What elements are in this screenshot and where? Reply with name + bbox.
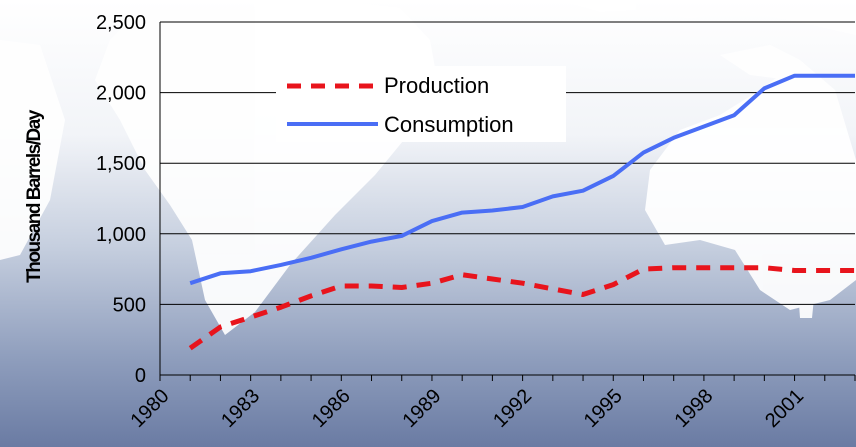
y-tick-label: 0 xyxy=(135,365,146,387)
tasmania-shape xyxy=(798,288,815,318)
y-tick-label: 1,500 xyxy=(96,153,146,175)
legend-box xyxy=(276,66,566,142)
series-line-production xyxy=(188,265,855,351)
indonesia-shape xyxy=(720,45,800,80)
y-tick-label: 1,000 xyxy=(96,224,146,246)
series-lines xyxy=(188,73,855,351)
australia-shape xyxy=(645,60,856,310)
west-land-shape xyxy=(0,40,65,260)
y-axis-label: Thousand Barrels/Day xyxy=(24,109,45,283)
y-tick-label: 500 xyxy=(113,294,146,316)
madagascar-shape xyxy=(198,70,238,168)
y-tick-label: 2,500 xyxy=(96,12,146,34)
series-line-consumption xyxy=(189,73,855,286)
legend-label-consumption: Consumption xyxy=(384,112,514,137)
y-tick-label: 2,000 xyxy=(96,83,146,105)
legend-label-production: Production xyxy=(384,73,489,98)
y-tick-labels: 0 500 1,000 1,500 2,000 2,500 xyxy=(96,12,146,387)
legend: Production Consumption xyxy=(276,66,566,142)
grid xyxy=(160,21,855,305)
axes xyxy=(159,22,856,381)
asia-shape xyxy=(560,0,856,35)
